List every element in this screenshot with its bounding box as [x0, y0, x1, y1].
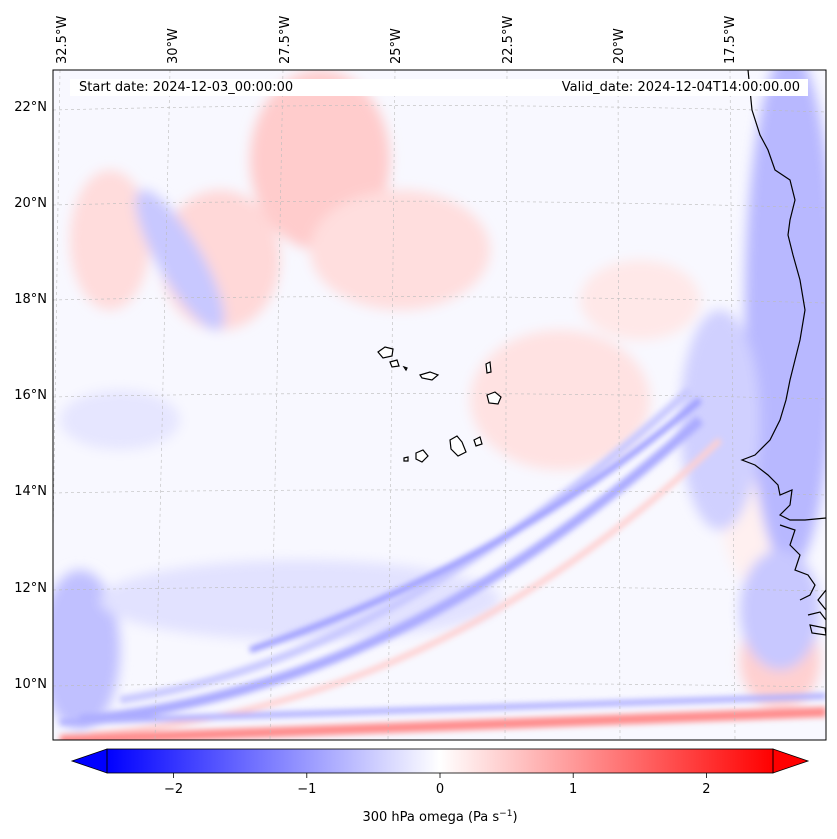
lon-label: 22.5°W	[501, 16, 516, 64]
colorbar-low-extend	[70, 748, 108, 774]
lat-label: 16°N	[14, 388, 47, 403]
start-date-label: Start date: 2024-12-03_00:00:00	[79, 80, 293, 95]
lon-label: 20°W	[612, 28, 627, 64]
colorbar-gradient	[107, 749, 773, 773]
cape-verde-islands	[377, 346, 502, 463]
colorbar: −2 −1 0 1 2 300 hPa omega (Pa s−1)	[70, 748, 810, 825]
lat-label: 10°N	[14, 677, 47, 692]
map-frame	[52, 69, 827, 741]
omega-field	[53, 70, 826, 740]
lon-label: 30°W	[166, 28, 181, 64]
lon-label: 17.5°W	[723, 16, 738, 64]
coastline	[740, 70, 826, 636]
colorbar-high-extend	[772, 748, 810, 774]
lat-label: 22°N	[14, 100, 47, 115]
latitude-labels: 22°N 20°N 18°N 16°N 14°N 12°N 10°N	[14, 100, 47, 692]
colorbar-tick-label: −1	[297, 782, 316, 797]
longitude-labels: 32.5°W 30°W 27.5°W 25°W 22.5°W 20°W 17.5…	[55, 16, 738, 64]
gridlines	[53, 70, 826, 740]
colorbar-tick-label: 1	[569, 782, 577, 797]
lat-label: 18°N	[14, 292, 47, 307]
colorbar-tick-label: −2	[164, 782, 183, 797]
colorbar-tick-label: 0	[436, 782, 444, 797]
lon-label: 27.5°W	[278, 16, 293, 64]
colorbar-label: 300 hPa omega (Pa s−1)	[362, 809, 517, 825]
lon-label: 25°W	[389, 28, 404, 64]
valid-date-label: Valid_date: 2024-12-04T14:00:00.00	[562, 80, 800, 95]
colorbar-ticks: −2 −1 0 1 2	[164, 773, 711, 797]
lat-label: 14°N	[14, 484, 47, 499]
lat-label: 12°N	[14, 581, 47, 596]
lat-label: 20°N	[14, 196, 47, 211]
lon-label: 32.5°W	[55, 16, 70, 64]
colorbar-tick-label: 2	[702, 782, 710, 797]
